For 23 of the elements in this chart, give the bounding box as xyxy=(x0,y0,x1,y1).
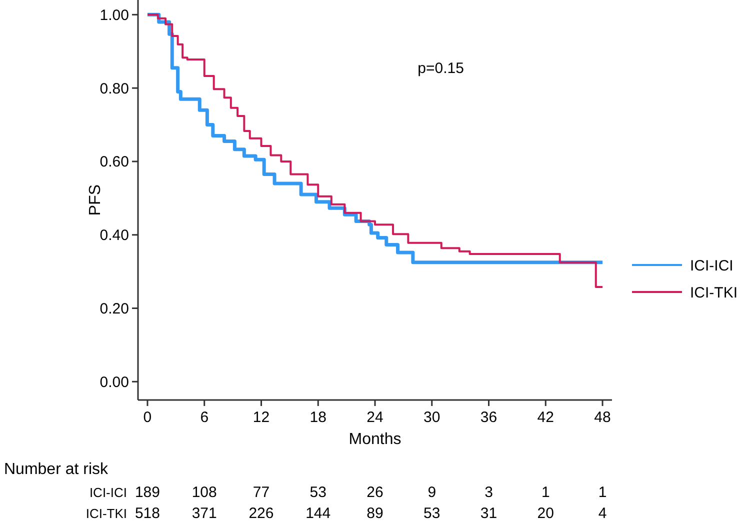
y-tick-label: 0.00 xyxy=(100,374,129,391)
y-tick-label: 0.20 xyxy=(100,300,129,318)
x-tick-label: 18 xyxy=(310,409,326,426)
x-tick-label: 30 xyxy=(424,409,440,426)
text: ICI-TKI 518 371 226 144 89 53 31 20 4 xyxy=(86,505,607,522)
x-axis-title: Months xyxy=(348,431,402,448)
y-tick-label: 1.00 xyxy=(100,6,129,24)
x-tick-label: 12 xyxy=(252,409,270,426)
legend-label: ICI-ICI xyxy=(690,257,734,274)
annotation: p=0.15 xyxy=(418,60,464,78)
x-tick-label: 0 xyxy=(143,409,152,426)
text: ICI-ICI 189 108 77 53 26 9 3 1 1 xyxy=(89,484,607,501)
y-tick-label: 0.60 xyxy=(100,154,129,171)
x-tick-label: 24 xyxy=(366,409,384,426)
y-axis-title: PFS xyxy=(87,184,104,216)
text: Number at risk xyxy=(4,461,110,478)
x-tick-label: 36 xyxy=(480,409,498,426)
y-tick-label: 0.80 xyxy=(100,80,129,98)
x-tick-label: 42 xyxy=(537,409,554,426)
legend-label: ICI-TKI xyxy=(690,284,738,302)
x-tick-label: 6 xyxy=(200,409,209,426)
x-tick-label: 48 xyxy=(594,409,611,426)
y-tick-label: 0.40 xyxy=(100,227,129,244)
